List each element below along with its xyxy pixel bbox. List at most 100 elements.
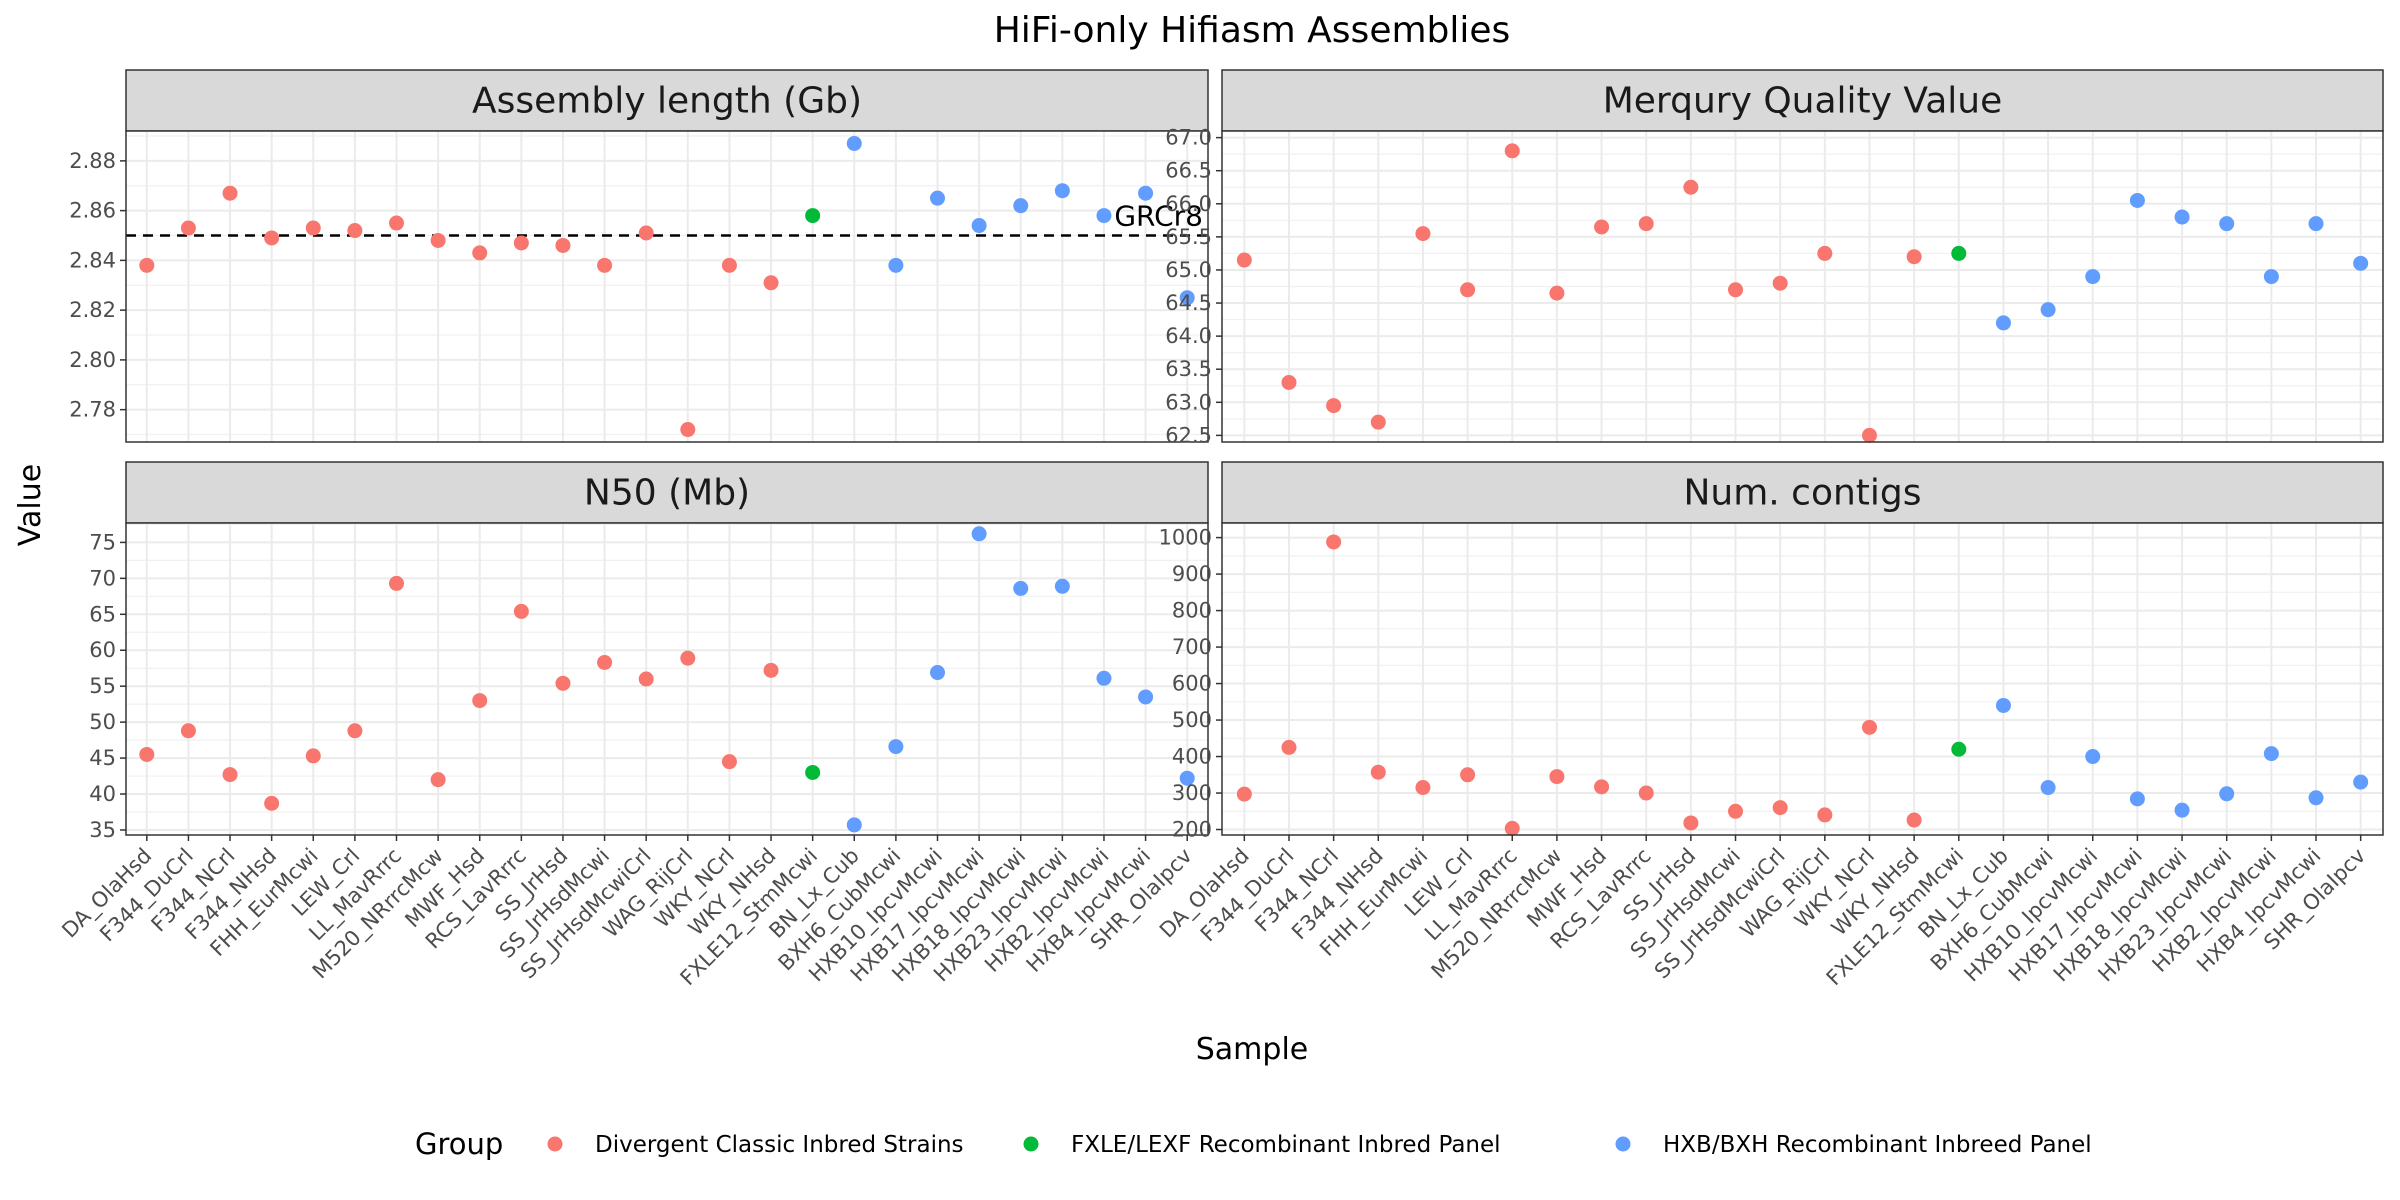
data-point [180, 723, 196, 739]
data-point [2040, 302, 2056, 318]
data-point [1728, 803, 1744, 819]
data-point [1179, 290, 1195, 306]
y-tick-label: 45 [89, 746, 116, 770]
data-point [846, 817, 862, 833]
data-point [1179, 770, 1195, 786]
data-point [638, 225, 654, 241]
legend-marker [1023, 1136, 1039, 1152]
data-point [1683, 815, 1699, 831]
data-point [1594, 219, 1610, 235]
data-point [430, 772, 446, 788]
data-point [2174, 802, 2190, 818]
data-point [2308, 216, 2324, 232]
data-point [930, 665, 945, 681]
data-point [1370, 764, 1386, 780]
data-point [555, 237, 571, 253]
y-tick-label: 63.5 [1165, 357, 1212, 381]
data-point [1138, 689, 1154, 705]
y-tick-label: 800 [1172, 599, 1212, 623]
data-point [555, 675, 571, 691]
data-point [347, 723, 363, 739]
reference-line-label: GRCr8 [1114, 199, 1203, 232]
y-tick-label: 65.0 [1165, 258, 1212, 282]
y-tick-label: 2.80 [69, 348, 116, 372]
facet-strip [1221, 461, 2384, 524]
data-point [1951, 741, 1967, 757]
data-point [1683, 179, 1699, 195]
data-point [2219, 216, 2235, 232]
panel-border [125, 522, 1209, 836]
data-point [2085, 269, 2101, 285]
legend-marker [547, 1136, 563, 1152]
panel-border [1221, 130, 2384, 443]
data-point [930, 190, 945, 206]
data-point [1460, 767, 1476, 783]
data-point [180, 220, 196, 236]
y-tick-label: 2.86 [69, 199, 116, 223]
data-point [1460, 282, 1476, 298]
data-point [305, 220, 321, 236]
data-point [888, 739, 904, 755]
data-point [1594, 779, 1610, 795]
facet-panel: Assembly length (Gb) GRCr8 2.78 2.80 2.82 2.8… [69, 69, 1209, 443]
y-tick-label: 62.5 [1165, 423, 1212, 447]
data-point [2308, 790, 2324, 806]
y-tick-label: 64.0 [1165, 324, 1212, 348]
data-point [680, 422, 696, 438]
data-point [1772, 275, 1788, 291]
plot-background [126, 131, 1208, 442]
y-tick-label: 400 [1172, 745, 1212, 769]
data-point [389, 215, 404, 231]
facet-panel: Merqury Quality Value 62.5 63.0 63.5 64.0 64.… [1165, 69, 2384, 447]
data-point [472, 245, 488, 261]
x-axis-title: Sample [1196, 1032, 1309, 1067]
legend-item: HXB/BXH Recombinant Inbreed Panel [1615, 1132, 2092, 1158]
data-point [763, 662, 779, 678]
data-point [1772, 800, 1788, 816]
data-point [805, 764, 821, 780]
data-point [2353, 774, 2369, 790]
y-tick-label: 700 [1172, 635, 1212, 659]
y-tick-label: 2.88 [69, 149, 116, 173]
legend-marker [1615, 1136, 1631, 1152]
y-tick-label: 55 [89, 674, 116, 698]
y-tick-label: 2.78 [69, 398, 116, 422]
data-point [680, 650, 696, 666]
data-point [721, 257, 737, 273]
y-tick-label: 600 [1172, 672, 1212, 696]
data-point [430, 232, 446, 248]
data-point [2040, 780, 2056, 796]
facet-title: Num. contigs [1683, 473, 1921, 514]
facet-title: N50 (Mb) [584, 473, 750, 514]
facet-title: Merqury Quality Value [1603, 81, 2003, 122]
data-point [1415, 226, 1431, 242]
data-point [1817, 245, 1833, 261]
legend-item: FXLE/LEXF Recombinant Inbred Panel [1023, 1132, 1501, 1158]
data-point [1861, 719, 1877, 735]
data-point [888, 257, 904, 273]
data-point [2085, 749, 2101, 765]
data-point [1096, 208, 1112, 224]
y-tick-label: 64.5 [1165, 291, 1212, 315]
panel-border [1221, 522, 2384, 836]
facet-panels: Assembly length (Gb) GRCr8 2.78 2.80 2.82 2.8… [57, 69, 2384, 991]
data-point [305, 748, 321, 764]
data-point [1549, 769, 1565, 785]
data-point [347, 223, 363, 239]
data-point [846, 135, 862, 151]
legend-label: HXB/BXH Recombinant Inbreed Panel [1663, 1132, 2092, 1158]
data-point [1415, 780, 1431, 796]
data-point [763, 275, 779, 291]
data-point [1638, 785, 1654, 801]
data-point [597, 654, 613, 670]
data-point [513, 235, 529, 251]
data-point [2263, 269, 2279, 285]
y-tick-label: 70 [89, 566, 116, 590]
chart-title: HiFi-only Hifiasm Assemblies [994, 10, 1511, 51]
data-point [222, 185, 238, 201]
legend: Group Divergent Classic Inbred Strains FX… [415, 1127, 2092, 1161]
data-point [1504, 143, 1520, 159]
data-point [139, 257, 155, 273]
y-tick-label: 66.0 [1165, 192, 1212, 216]
